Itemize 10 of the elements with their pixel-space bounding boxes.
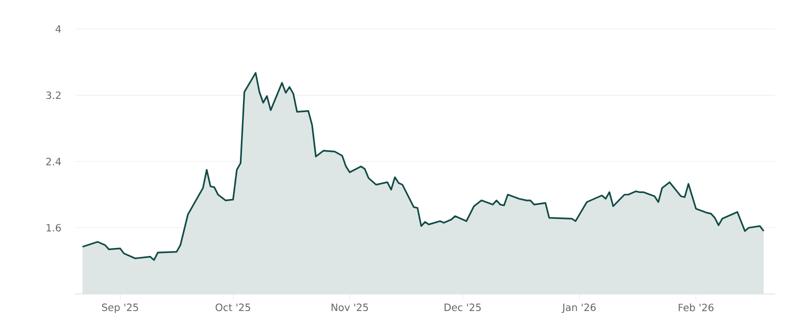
y-tick-label: 4 — [56, 25, 61, 33]
x-tick-label: Nov '25 — [332, 304, 368, 312]
y-tick-label: 1.6 — [46, 224, 61, 232]
x-tick-label: Dec '25 — [444, 304, 481, 312]
x-tick-label: Jan '26 — [562, 304, 596, 313]
y-tick-label: 2.4 — [46, 158, 61, 166]
x-tick-label: Oct '25 — [216, 304, 250, 312]
x-tick-label: Feb '26 — [678, 304, 714, 312]
x-tick-label: Sep '25 — [102, 304, 138, 314]
y-tick-label: 3.2 — [46, 91, 60, 100]
